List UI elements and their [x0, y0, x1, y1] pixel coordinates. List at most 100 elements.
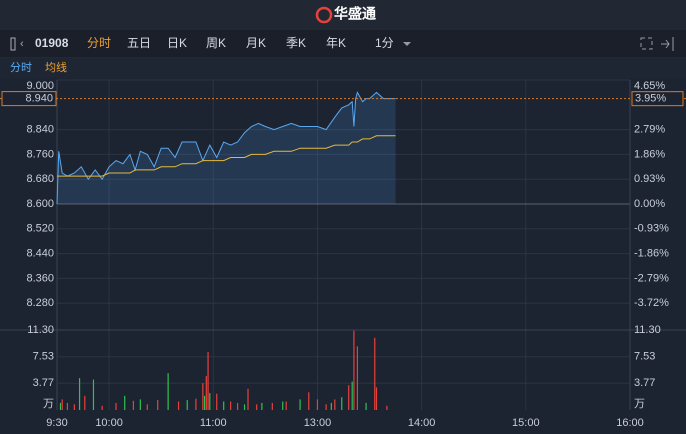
tab[interactable]: 日K — [167, 36, 187, 50]
y2-tick-label: 0.00% — [634, 198, 665, 210]
volume-bar — [351, 381, 353, 410]
price-line — [56, 91, 396, 205]
y2-tick-label: 1.86% — [634, 148, 665, 160]
volume-bar — [243, 404, 246, 410]
x-tick-label: 10:00 — [95, 417, 123, 429]
interval[interactable]: 1分 — [375, 36, 394, 50]
tab[interactable]: 分时 — [87, 36, 111, 50]
tabs: 分时 五日 日K 周K 月K 季K 年K — [87, 36, 346, 50]
toolbar — [0, 30, 686, 58]
expand-icon[interactable] — [661, 37, 674, 51]
y-tick-label: 9.000 — [26, 80, 54, 92]
volume-bar — [186, 400, 188, 410]
volume-bar — [61, 399, 63, 410]
dropdown-icon[interactable] — [403, 42, 411, 46]
current-price-label: 8.940 — [25, 93, 53, 105]
volume-bar — [223, 401, 225, 410]
volume-bar — [203, 395, 206, 410]
volume-bar — [285, 401, 287, 410]
tab[interactable]: 月K — [246, 36, 266, 50]
y-tick-label: 11.30 — [27, 324, 54, 336]
y-tick-label: 8.760 — [26, 148, 54, 160]
volume-bar — [66, 402, 69, 410]
volume-bar — [308, 392, 310, 410]
tab[interactable]: 周K — [206, 36, 226, 50]
volume-bar — [167, 373, 169, 410]
plot-bg — [57, 80, 630, 410]
y-tick-label: 8.600 — [26, 198, 54, 210]
indicator-row — [0, 58, 686, 78]
y-tick-label: 8.680 — [26, 173, 54, 185]
y2-tick-label: -2.79% — [634, 272, 669, 284]
volume-bar — [73, 404, 75, 410]
fullscreen-icon[interactable] — [640, 37, 653, 50]
stock-code[interactable]: 01908 — [35, 36, 69, 50]
volume-bar — [230, 401, 232, 410]
logo-text: 华盛通 — [334, 6, 376, 22]
volume-bar — [132, 400, 134, 410]
tab[interactable]: 年K — [326, 36, 346, 50]
volume-bar — [84, 395, 86, 410]
volume-bar — [348, 385, 350, 410]
y2-tick-label: -1.86% — [634, 248, 669, 260]
y2-tick-label: 3.77 — [634, 377, 655, 389]
y2-tick-label: 2.79% — [634, 124, 665, 136]
volume-bar — [101, 405, 103, 410]
volume-bar — [334, 399, 336, 410]
tab[interactable]: 季K — [286, 36, 306, 50]
y2-tick-label: -3.72% — [634, 297, 669, 309]
volume-bar — [78, 378, 81, 410]
y2-tick-label: 7.53 — [634, 351, 655, 363]
volume-bar — [92, 379, 95, 410]
price-line — [57, 135, 396, 177]
volume-bar — [353, 330, 355, 410]
price-area — [57, 92, 396, 204]
volume-bar — [59, 402, 62, 410]
volume-bar — [124, 395, 126, 410]
volume-bar — [375, 387, 378, 410]
volume-unit: 万 — [43, 398, 54, 410]
title-bar — [0, 0, 686, 30]
volume-bar — [146, 404, 148, 410]
y-tick-label: 3.77 — [33, 377, 54, 389]
arrow-icon: ‹ — [20, 38, 24, 50]
current-price-box — [1, 91, 57, 107]
volume-bar — [271, 402, 273, 410]
volume-unit: 万 — [634, 398, 645, 410]
volume-bar — [115, 402, 117, 410]
y-tick-label: 8.280 — [26, 297, 54, 309]
y2-tick-label: 11.30 — [634, 324, 661, 336]
logo-icon — [315, 6, 333, 24]
legend-entry: 分时 — [10, 61, 32, 74]
volume-bar — [356, 346, 358, 410]
y-tick-label: 8.520 — [26, 223, 54, 235]
volume-bar — [216, 393, 218, 410]
volume-bar — [139, 399, 141, 410]
volume-bar — [247, 388, 249, 410]
y-tick-label: 8.440 — [26, 248, 54, 260]
volume-bar — [374, 337, 376, 410]
current-change-box — [631, 91, 684, 107]
volume-bar — [157, 400, 159, 410]
collapse-icon[interactable] — [10, 37, 16, 51]
volume-bar — [177, 401, 180, 410]
volume-bar — [282, 401, 284, 410]
volume-bar — [299, 399, 301, 410]
y2-tick-label: 4.65% — [634, 80, 665, 92]
volume-bar — [341, 397, 343, 410]
volume-bar — [386, 405, 388, 410]
volume-bar — [330, 402, 332, 410]
tab[interactable]: 五日 — [127, 36, 151, 50]
volume-bar — [365, 402, 367, 410]
volume-bar — [205, 376, 207, 410]
legend-entry: 均线 — [45, 60, 67, 74]
volume-bar — [236, 402, 239, 410]
x-tick-label: 15:00 — [512, 417, 540, 429]
volume-bar — [207, 351, 209, 410]
x-tick-label: 16:00 — [616, 417, 644, 429]
x-tick-label: 11:00 — [200, 417, 227, 429]
volume-bar — [195, 398, 197, 410]
volume-bar — [209, 393, 211, 410]
volume-bar — [256, 404, 258, 410]
